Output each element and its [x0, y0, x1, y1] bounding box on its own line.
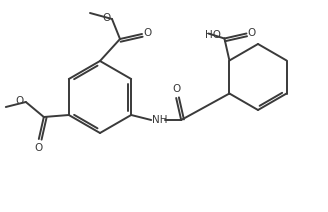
Text: O: O: [172, 84, 180, 94]
Text: O: O: [143, 28, 151, 38]
Text: NH: NH: [152, 115, 168, 125]
Text: O: O: [103, 13, 111, 23]
Text: O: O: [35, 143, 43, 153]
Text: O: O: [15, 96, 24, 106]
Text: HO: HO: [205, 29, 221, 39]
Text: O: O: [247, 28, 256, 38]
